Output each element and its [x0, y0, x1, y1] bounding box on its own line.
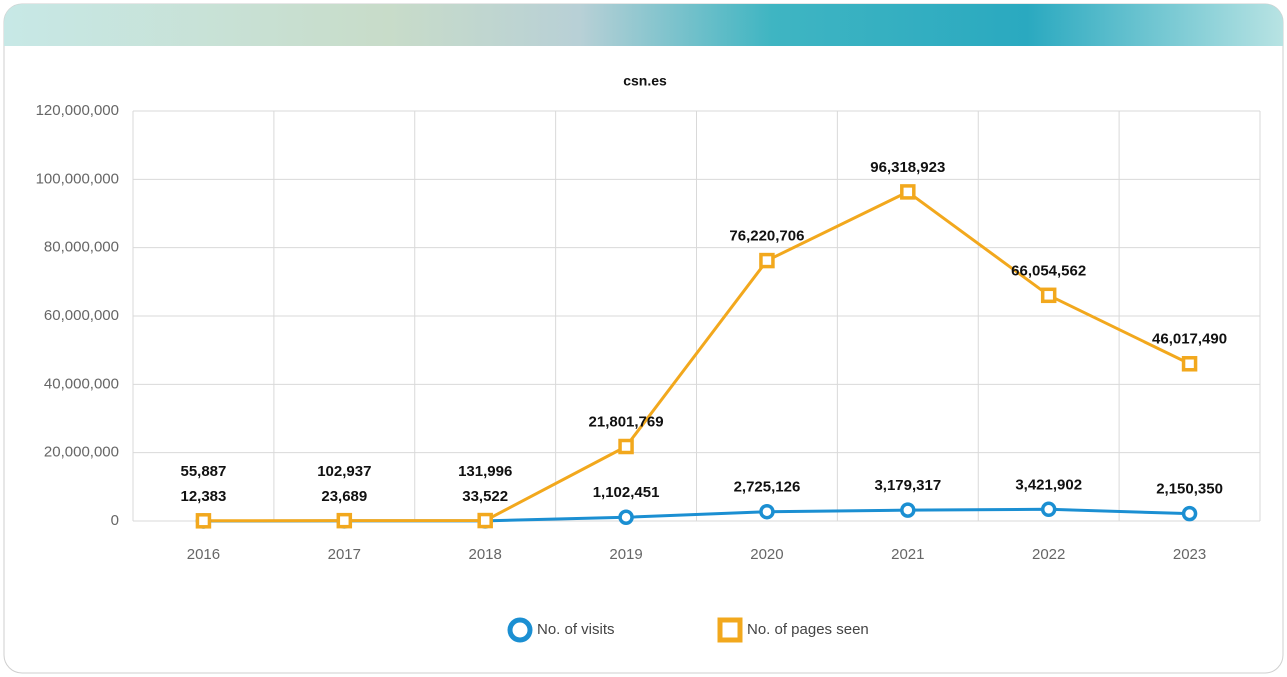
x-tick-label: 2017: [328, 546, 361, 563]
legend-label: No. of pages seen: [747, 621, 869, 638]
data-label: 2,725,126: [734, 479, 801, 496]
x-tick-label: 2018: [469, 546, 502, 563]
y-tick-label: 60,000,000: [44, 307, 119, 324]
data-label: 131,996: [458, 463, 512, 480]
data-label: 76,220,706: [729, 228, 804, 245]
data-label: 66,054,562: [1011, 262, 1086, 279]
marker: [618, 509, 634, 525]
legend-marker: [507, 617, 533, 643]
series-line: [203, 190, 1191, 523]
x-tick-label: 2019: [609, 546, 642, 563]
data-label: 23,689: [321, 488, 367, 505]
marker: [336, 512, 353, 529]
data-label: 21,801,769: [589, 413, 664, 430]
y-tick-label: 100,000,000: [36, 170, 119, 187]
y-tick-label: 40,000,000: [44, 375, 119, 392]
data-label: 102,937: [317, 463, 371, 480]
marker: [1181, 505, 1198, 522]
data-label: 12,383: [180, 488, 226, 505]
marker: [195, 513, 212, 529]
x-tick-label: 2021: [891, 546, 924, 563]
y-tick-label: 120,000,000: [36, 102, 119, 119]
x-tick-label: 2022: [1032, 546, 1065, 563]
data-label: 33,522: [462, 488, 508, 505]
marker: [900, 184, 916, 200]
marker: [1040, 287, 1057, 304]
y-tick-label: 0: [111, 512, 119, 529]
data-label: 46,017,490: [1152, 331, 1227, 348]
marker: [1181, 356, 1198, 372]
marker: [1040, 501, 1057, 518]
chart-title: csn.es: [623, 73, 667, 89]
data-label: 3,179,317: [874, 477, 941, 494]
x-tick-label: 2016: [187, 546, 220, 563]
marker: [759, 503, 775, 520]
marker: [618, 438, 634, 455]
marker: [477, 512, 493, 529]
legend-label: No. of visits: [537, 621, 615, 638]
data-label: 2,150,350: [1156, 481, 1223, 498]
data-label: 1,102,451: [593, 484, 660, 501]
data-label: 55,887: [180, 463, 226, 480]
legend-marker: [717, 617, 743, 643]
marker: [900, 502, 916, 518]
y-tick-label: 80,000,000: [44, 239, 119, 256]
card: [3, 3, 1284, 674]
y-tick-label: 20,000,000: [44, 444, 119, 461]
marker: [759, 252, 775, 269]
banner: [4, 4, 1283, 46]
x-tick-label: 2023: [1173, 546, 1206, 563]
data-label: 3,421,902: [1015, 476, 1082, 493]
data-label: 96,318,923: [870, 159, 945, 176]
x-tick-label: 2020: [750, 546, 783, 563]
